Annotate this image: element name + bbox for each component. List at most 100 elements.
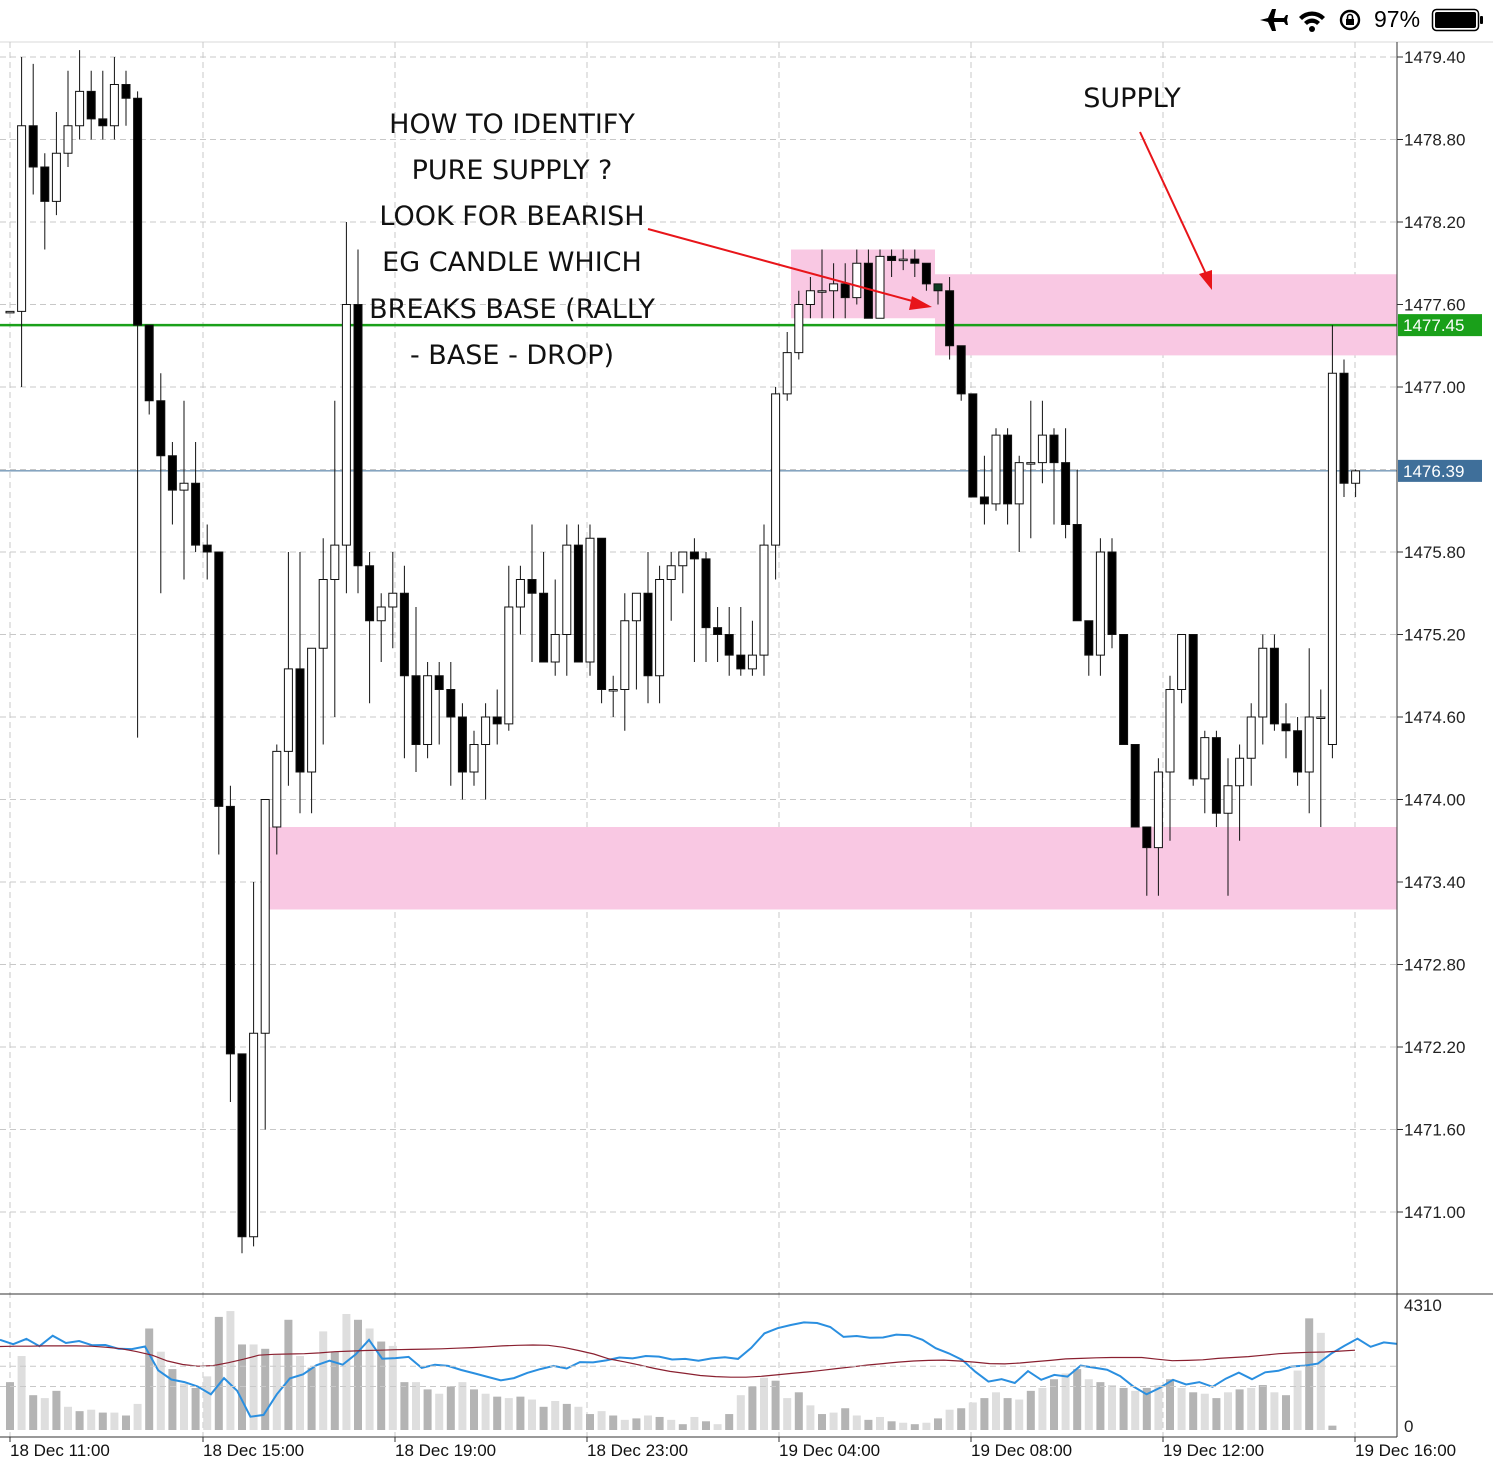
volume-bar (1200, 1393, 1209, 1430)
candle-body (759, 544, 769, 656)
y-tick-label: 1472.80 (1404, 956, 1465, 975)
volume-bar (644, 1415, 652, 1430)
volume-bar (319, 1331, 328, 1430)
candle-body (98, 118, 108, 127)
candle-body (1003, 434, 1013, 505)
candle-body (307, 647, 317, 773)
candle-body (945, 290, 955, 347)
candle-body (747, 654, 757, 670)
level-lines (0, 323, 1397, 472)
candle-body (701, 558, 711, 629)
candle-body (620, 620, 630, 690)
candle-body (28, 125, 38, 168)
battery-icon (1431, 8, 1483, 32)
candle-body (1327, 372, 1337, 745)
candle-body (1200, 737, 1210, 780)
volume-bar (1015, 1399, 1024, 1430)
candle-body (1351, 470, 1361, 484)
volume-bar (690, 1416, 699, 1430)
candle-body (353, 304, 363, 567)
candle-body (156, 400, 166, 457)
candle-body (40, 166, 50, 202)
chart-grid (0, 42, 1397, 1437)
candle-body (1153, 771, 1163, 849)
volume-bar (470, 1389, 478, 1430)
candle-body (991, 434, 1001, 505)
volume-bar (1247, 1387, 1256, 1430)
battery-percentage: 97% (1374, 6, 1421, 32)
candle-body (1084, 620, 1094, 656)
candle-body (121, 84, 131, 99)
volume-bar (435, 1393, 444, 1430)
question-line-1: HOW TO IDENTIFY (389, 109, 635, 140)
candle-body (921, 262, 931, 285)
volume-bar (667, 1419, 676, 1430)
candle-body (202, 544, 212, 553)
volume-bar (493, 1396, 502, 1430)
y-tick-label: 1471.00 (1404, 1203, 1465, 1222)
candle-body (1049, 434, 1059, 464)
y-tick-label: 1472.20 (1404, 1038, 1465, 1057)
candle-body (597, 537, 607, 690)
wifi-icon (1299, 11, 1325, 32)
candle-body (1072, 524, 1082, 622)
candle-body (1269, 647, 1279, 725)
volume-bar (110, 1412, 119, 1430)
y-tick-label: 1475.20 (1404, 626, 1465, 645)
volume-bar (98, 1412, 107, 1430)
volume-bar (632, 1418, 641, 1430)
volume-bar (713, 1424, 722, 1430)
volume-bar (1154, 1385, 1163, 1430)
volume-bar (806, 1405, 815, 1430)
candle-body (86, 90, 96, 120)
volume-bar (191, 1387, 200, 1430)
candle-body (17, 125, 27, 312)
candle-body (1293, 730, 1303, 773)
volume-bar (446, 1386, 455, 1430)
x-tick-label: 19 Dec 08:00 (971, 1441, 1072, 1458)
volume-bar (899, 1422, 908, 1430)
y-tick-label: 1475.80 (1404, 543, 1465, 562)
arrow-to-breakout-candle (647, 228, 932, 310)
volume-bar (1282, 1395, 1290, 1430)
candle-body (666, 565, 676, 580)
volume-bar (1026, 1390, 1035, 1430)
candle-body (1304, 716, 1314, 773)
candle-body (51, 152, 61, 202)
candle-body (1258, 647, 1268, 718)
volume-bar (423, 1389, 432, 1430)
candle-body (1339, 372, 1349, 484)
y-tick-label: 1478.80 (1404, 131, 1465, 150)
volume-bar (1189, 1392, 1198, 1430)
volume-bar (238, 1344, 246, 1430)
candle-body (643, 592, 653, 677)
candle-body (771, 393, 781, 546)
candle-body (1014, 462, 1024, 505)
volume-bar (852, 1415, 861, 1430)
volume-bar (1084, 1379, 1093, 1430)
volume-max-label: 4310 (1404, 1296, 1442, 1315)
volume-bar (261, 1348, 270, 1430)
volume-bar (249, 1344, 258, 1430)
volume-bar (133, 1403, 142, 1430)
volume-bar (725, 1414, 734, 1430)
volume-bar (771, 1380, 780, 1430)
candle-body (887, 255, 897, 261)
candle-body (805, 290, 815, 305)
volume-bar (910, 1424, 919, 1430)
volume-bar (551, 1400, 560, 1430)
candle-body (109, 84, 119, 127)
candle-body (1177, 634, 1187, 690)
volume-bar (829, 1412, 838, 1430)
candle-body (237, 1053, 247, 1238)
volume-bar (620, 1419, 629, 1430)
volume-bar (968, 1402, 977, 1430)
volume-bar (539, 1406, 548, 1430)
volume-bar (945, 1409, 954, 1430)
volume-bar (87, 1409, 96, 1430)
candle-body (875, 255, 885, 319)
level-label-bg (1398, 459, 1482, 482)
candle-body (910, 258, 920, 264)
airplane-icon (1260, 9, 1288, 31)
